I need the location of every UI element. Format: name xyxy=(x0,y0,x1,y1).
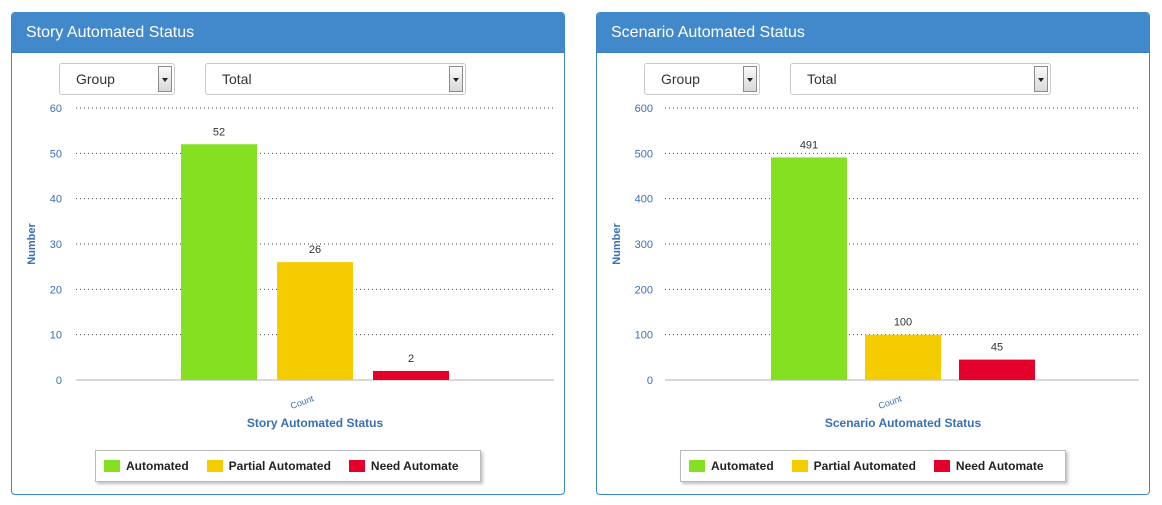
chevron-down-icon[interactable] xyxy=(158,66,172,92)
legend-label: Partial Automated xyxy=(813,459,916,473)
group-select-value: Group xyxy=(661,71,700,87)
total-select-value: Total xyxy=(807,71,837,87)
x-tick-label: Count xyxy=(289,393,315,411)
y-tick-label: 20 xyxy=(50,284,62,296)
bar-automated xyxy=(181,144,257,380)
bar-partial-automated xyxy=(865,334,941,380)
y-axis-title: Number xyxy=(611,223,623,265)
legend-swatch xyxy=(791,460,808,472)
story-status-bar-chart: 0 10 20 30 40 50 60 52 26 2 Count Story Automated S… xyxy=(26,103,554,430)
x-axis-title: Story Automated Status xyxy=(247,416,384,430)
y-tick-label: 0 xyxy=(647,375,653,387)
y-tick-label: 400 xyxy=(635,194,653,206)
x-tick-label: Count xyxy=(877,393,903,411)
legend-swatch xyxy=(206,460,223,472)
y-tick-label: 0 xyxy=(56,375,62,387)
y-tick-label: 40 xyxy=(50,194,62,206)
bar-need-automate xyxy=(959,359,1035,380)
bar-need-automate xyxy=(373,370,449,380)
y-tick-label: 60 xyxy=(50,103,62,115)
legend-item: Automated xyxy=(104,459,189,473)
group-select[interactable]: Group xyxy=(59,63,175,95)
total-select[interactable]: Total xyxy=(790,63,1051,95)
legend-label: Partial Automated xyxy=(228,459,331,473)
chart-legend: Automated Partial Automated Need Automate xyxy=(95,450,481,482)
group-select[interactable]: Group xyxy=(644,63,760,95)
data-label: 52 xyxy=(213,126,225,138)
legend-item: Partial Automated xyxy=(206,459,331,473)
y-tick-label: 100 xyxy=(635,330,653,342)
y-tick-label: 10 xyxy=(50,330,62,342)
total-select[interactable]: Total xyxy=(205,63,466,95)
data-label: 45 xyxy=(991,342,1003,354)
legend-swatch xyxy=(348,460,365,472)
legend-label: Automated xyxy=(711,459,774,473)
chevron-down-icon[interactable] xyxy=(1034,66,1048,92)
y-tick-label: 50 xyxy=(50,148,62,160)
panel-title: Scenario Automated Status xyxy=(597,13,1149,53)
legend-item: Partial Automated xyxy=(791,459,916,473)
scenario-status-bar-chart: 0 100 200 300 400 500 600 491 100 45 Count Scenario… xyxy=(611,103,1139,430)
chart-legend: Automated Partial Automated Need Automate xyxy=(680,450,1066,482)
legend-swatch xyxy=(104,460,120,472)
data-label: 100 xyxy=(894,317,912,329)
y-tick-label: 30 xyxy=(50,239,62,251)
y-axis-title: Number xyxy=(26,223,38,265)
x-axis-title: Scenario Automated Status xyxy=(825,416,982,430)
chevron-down-icon[interactable] xyxy=(449,66,463,92)
scenario-automated-status-panel: Scenario Automated Status Group Total 0 1… xyxy=(596,12,1150,495)
legend-swatch xyxy=(689,460,705,472)
legend-item: Need Automate xyxy=(348,459,459,473)
y-tick-label: 600 xyxy=(635,103,653,115)
data-label: 2 xyxy=(408,353,414,365)
bar-partial-automated xyxy=(277,262,353,380)
y-tick-label: 500 xyxy=(635,148,653,160)
chevron-down-icon[interactable] xyxy=(743,66,757,92)
panel-title: Story Automated Status xyxy=(12,13,564,53)
legend-item: Automated xyxy=(689,459,774,473)
legend-label: Need Automate xyxy=(955,459,1044,473)
legend-label: Need Automate xyxy=(370,459,459,473)
legend-item: Need Automate xyxy=(933,459,1044,473)
story-automated-status-panel: Story Automated Status Group Total 0 10 20… xyxy=(11,12,565,495)
y-tick-label: 300 xyxy=(635,239,653,251)
bar-automated xyxy=(771,157,847,380)
y-tick-label: 200 xyxy=(635,284,653,296)
data-label: 26 xyxy=(309,244,321,256)
total-select-value: Total xyxy=(222,71,252,87)
group-select-value: Group xyxy=(76,71,115,87)
legend-label: Automated xyxy=(126,459,189,473)
data-label: 491 xyxy=(800,139,818,151)
legend-swatch xyxy=(933,460,950,472)
